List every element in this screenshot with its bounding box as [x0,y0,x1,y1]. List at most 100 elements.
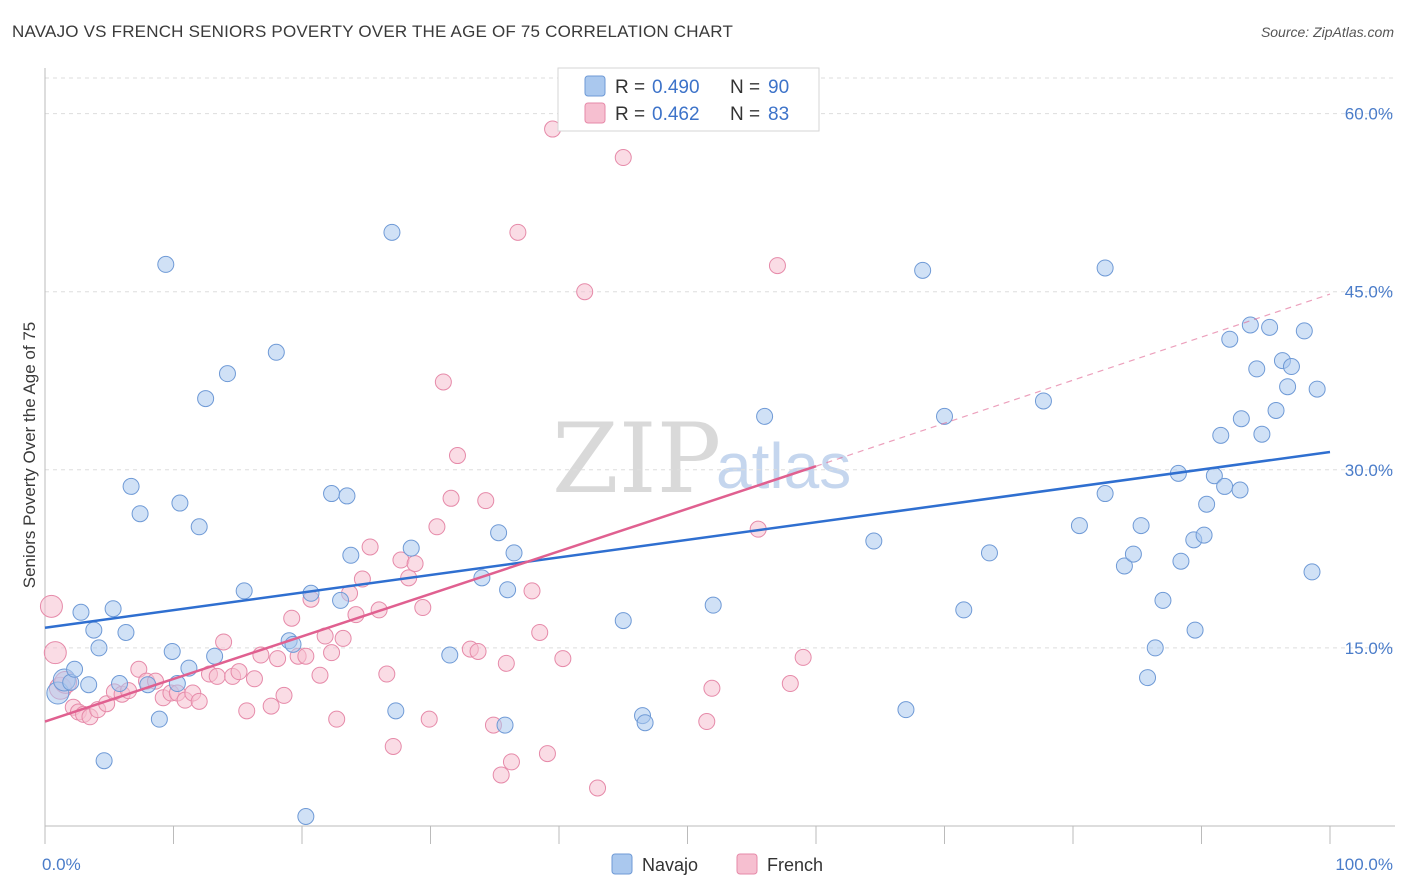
navajo-point [323,485,341,503]
french-point [428,518,446,536]
french-point [442,489,460,507]
y-tick-label: 15.0% [1345,639,1393,658]
french-trend-line [44,465,817,723]
navajo-point [1295,322,1313,340]
navajo-point [1096,259,1114,277]
navajo-point [338,487,356,505]
french-point [477,492,495,510]
navajo-point [1261,318,1279,336]
bottom-legend-swatch-navajo [611,853,633,875]
french-point [208,667,226,685]
bottom-legend-swatch-french [736,853,758,875]
navajo-point [1216,477,1234,495]
navajo-point [1241,316,1259,334]
navajo-point [1303,563,1321,581]
navajo-point [1096,485,1114,503]
navajo-point [865,532,883,550]
french-point [492,766,510,784]
legend-n-label-french: N = [730,104,760,125]
legend-r-value-french: 0.462 [652,104,700,125]
french-point [238,702,256,720]
source-credit: Source: ZipAtlas.com [1260,24,1394,40]
navajo-point [1267,401,1285,419]
french-point [361,538,379,556]
french-point [698,713,716,731]
legend-r-label-french: R = [615,104,645,125]
navajo-point [104,600,122,618]
french-point [130,660,148,678]
navajo-point [111,675,129,693]
french-point [434,373,452,391]
navajo-point [1253,425,1271,443]
french-point [781,675,799,693]
navajo-point [1146,639,1164,657]
french-point [538,745,556,763]
navajo-point [267,343,285,361]
navajo-point [197,390,215,408]
french-point [275,686,293,704]
navajo-point [95,752,113,770]
french-point [469,642,487,660]
french-point [245,670,263,688]
navajo-point [383,223,401,241]
legend-n-value-navajo: 90 [768,77,789,98]
french-point [531,623,549,641]
french-point [323,644,341,662]
navajo-point [235,582,253,600]
french-point [614,149,632,167]
gridlines [45,77,1395,649]
y-tick-label: 45.0% [1345,283,1393,302]
navajo-point [1139,669,1157,687]
navajo-point [1232,410,1250,428]
french-trend-line-extension [815,293,1331,467]
french-point [39,594,63,618]
french-point [334,629,352,647]
navajo-point [85,621,103,639]
legend-r-value-navajo: 0.490 [652,77,700,98]
watermark-atlas: atlas [716,430,851,502]
navajo-point [980,544,998,562]
navajo-point [1231,481,1249,499]
chart-title: NAVAJO VS FRENCH SENIORS POVERTY OVER TH… [12,22,734,41]
navajo-point [1115,557,1133,575]
navajo-point [342,546,360,564]
navajo-point [90,639,108,657]
navajo-point [1132,517,1150,535]
legend-n-value-french: 83 [768,104,789,125]
french-point [554,650,572,668]
legend: R = 0.490 N = 90 R = 0.462 N = 83 [557,67,820,132]
bottom-legend-french: French [767,855,823,875]
navajo-point [80,676,98,694]
navajo-point [441,646,459,664]
navajo-point [490,524,508,542]
navajo-point [1172,552,1190,570]
y-tick-label: 60.0% [1345,105,1393,124]
navajo-point [614,612,632,630]
navajo-point [1221,330,1239,348]
navajo-point [1198,495,1216,513]
axes: 15.0% 30.0% 45.0% 60.0% 0.0% 100.0% [42,68,1395,874]
navajo-point [1212,426,1230,444]
navajo-point [1195,526,1213,544]
french-point [414,599,432,617]
french-point [262,697,280,715]
navajo-point [1124,545,1142,563]
legend-n-label-navajo: N = [730,77,760,98]
navajo-point [1308,380,1326,398]
french-point [378,665,396,683]
french-point [230,663,248,681]
french-point [509,223,527,241]
x-tick-label: 100.0% [1335,855,1393,874]
navajo-point [914,261,932,279]
legend-r-label-navajo: R = [615,77,645,98]
navajo-point [955,601,973,619]
watermark-zip: ZIP [552,403,721,515]
french-point [448,447,466,465]
french-point [497,654,515,672]
navajo-point [402,539,420,557]
data-points [39,120,1326,826]
french-point [311,666,329,684]
navajo-point [756,407,774,425]
navajo-point [505,544,523,562]
